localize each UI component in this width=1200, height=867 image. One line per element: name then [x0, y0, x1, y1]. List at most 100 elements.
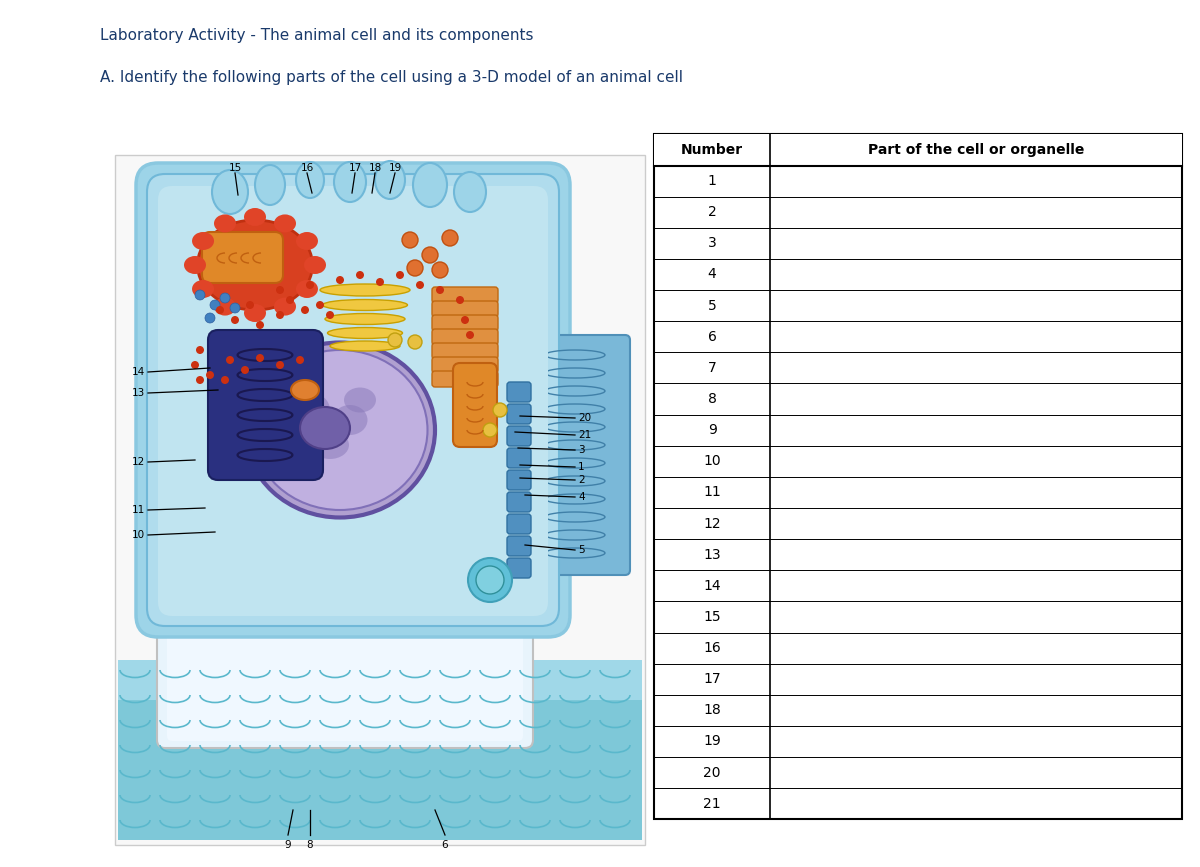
Circle shape — [396, 271, 404, 279]
Text: 11: 11 — [703, 486, 721, 499]
FancyBboxPatch shape — [508, 492, 530, 512]
Bar — [654, 134, 1182, 819]
Bar — [115, 155, 646, 845]
FancyBboxPatch shape — [508, 426, 530, 446]
Circle shape — [220, 293, 230, 303]
Ellipse shape — [296, 232, 318, 250]
Text: 11: 11 — [132, 505, 145, 515]
Ellipse shape — [292, 380, 319, 400]
Text: 3: 3 — [578, 445, 584, 455]
FancyBboxPatch shape — [432, 371, 498, 387]
Text: 1: 1 — [708, 174, 716, 188]
Ellipse shape — [198, 220, 312, 310]
Ellipse shape — [290, 393, 330, 427]
Text: 8: 8 — [307, 840, 313, 850]
Ellipse shape — [274, 297, 296, 316]
Circle shape — [230, 316, 239, 324]
Ellipse shape — [192, 232, 214, 250]
Ellipse shape — [311, 431, 349, 459]
Text: 3: 3 — [708, 237, 716, 251]
FancyBboxPatch shape — [167, 613, 523, 741]
Text: 10: 10 — [703, 454, 721, 468]
Circle shape — [216, 306, 224, 314]
Circle shape — [276, 286, 284, 294]
Circle shape — [388, 333, 402, 347]
Ellipse shape — [296, 162, 324, 198]
Text: 18: 18 — [368, 163, 382, 173]
Text: Part of the cell or organelle: Part of the cell or organelle — [868, 143, 1085, 157]
Circle shape — [493, 403, 508, 417]
Text: 5: 5 — [708, 298, 716, 313]
Circle shape — [436, 286, 444, 294]
FancyBboxPatch shape — [432, 301, 498, 317]
FancyBboxPatch shape — [508, 448, 530, 468]
Text: 12: 12 — [703, 517, 721, 531]
Text: 14: 14 — [132, 367, 145, 377]
Ellipse shape — [212, 170, 248, 214]
Circle shape — [356, 271, 364, 279]
Text: 6: 6 — [708, 329, 716, 343]
Circle shape — [442, 230, 458, 246]
Circle shape — [191, 361, 199, 369]
Circle shape — [336, 276, 344, 284]
Circle shape — [316, 301, 324, 309]
Ellipse shape — [274, 214, 296, 232]
Text: 5: 5 — [578, 545, 584, 555]
Ellipse shape — [454, 172, 486, 212]
Text: 19: 19 — [389, 163, 402, 173]
Ellipse shape — [323, 299, 408, 310]
Circle shape — [402, 232, 418, 248]
Text: Number: Number — [682, 143, 743, 157]
FancyBboxPatch shape — [432, 287, 498, 303]
Ellipse shape — [192, 280, 214, 298]
Text: 14: 14 — [703, 579, 721, 593]
Text: 8: 8 — [708, 392, 716, 406]
Text: 16: 16 — [703, 641, 721, 655]
Text: 6: 6 — [442, 840, 449, 850]
Circle shape — [256, 321, 264, 329]
Circle shape — [196, 346, 204, 354]
FancyBboxPatch shape — [508, 404, 530, 424]
Text: 20: 20 — [703, 766, 721, 779]
Ellipse shape — [332, 405, 367, 435]
Circle shape — [221, 376, 229, 384]
Bar — [654, 134, 1182, 166]
Ellipse shape — [325, 314, 406, 324]
Ellipse shape — [184, 256, 206, 274]
Circle shape — [422, 247, 438, 263]
Circle shape — [230, 303, 240, 313]
Circle shape — [376, 278, 384, 286]
Circle shape — [206, 371, 214, 379]
Text: 2: 2 — [578, 475, 584, 485]
Ellipse shape — [244, 208, 266, 226]
Circle shape — [205, 313, 215, 323]
FancyBboxPatch shape — [118, 660, 642, 700]
Ellipse shape — [245, 342, 436, 518]
Text: 9: 9 — [708, 423, 716, 437]
Circle shape — [194, 290, 205, 300]
Ellipse shape — [214, 214, 236, 232]
FancyBboxPatch shape — [454, 363, 497, 447]
Ellipse shape — [252, 350, 427, 510]
Text: 13: 13 — [132, 388, 145, 398]
FancyBboxPatch shape — [432, 343, 498, 359]
Text: 2: 2 — [708, 205, 716, 219]
Circle shape — [196, 376, 204, 384]
Text: 19: 19 — [703, 734, 721, 748]
Circle shape — [246, 301, 254, 309]
Ellipse shape — [328, 328, 402, 338]
Circle shape — [276, 311, 284, 319]
FancyBboxPatch shape — [148, 174, 559, 626]
FancyBboxPatch shape — [508, 382, 530, 402]
Text: 17: 17 — [348, 163, 361, 173]
Circle shape — [241, 366, 250, 374]
Text: 12: 12 — [132, 457, 145, 467]
Text: 20: 20 — [578, 413, 592, 423]
Circle shape — [461, 316, 469, 324]
Text: 4: 4 — [708, 268, 716, 282]
Text: A. Identify the following parts of the cell using a 3-D model of an animal cell: A. Identify the following parts of the c… — [100, 70, 683, 85]
Ellipse shape — [296, 280, 318, 298]
Text: 18: 18 — [703, 703, 721, 717]
Text: 16: 16 — [300, 163, 313, 173]
FancyBboxPatch shape — [508, 514, 530, 534]
